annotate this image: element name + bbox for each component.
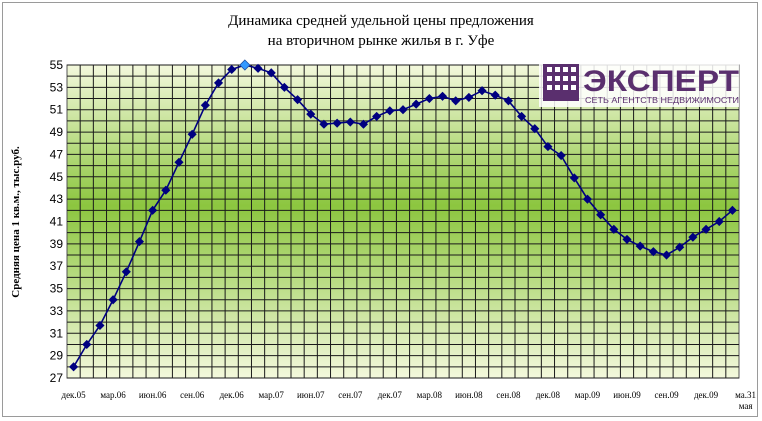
data-point [451,96,461,106]
y-tick-label: 33 [50,304,64,318]
y-tick-label: 35 [50,282,64,296]
data-point [279,82,289,92]
y-axis-ticks: 27 29 31 33 35 37 39 41 43 45 47 49 51 53 55 [50,58,64,385]
x-tick-label: ма.31 [735,390,756,400]
x-tick-label: мар.08 [417,390,443,400]
data-point [358,119,369,129]
data-point-highlighted [239,59,251,71]
data-point [108,295,118,305]
y-tick-label: 43 [50,192,64,206]
y-tick-label: 29 [50,349,64,363]
logo-building-icon [543,64,579,101]
x-tick-label: дек.09 [694,390,719,400]
y-tick-label: 37 [50,259,64,273]
x-tick-label: мар.06 [100,390,126,400]
gridlines [67,64,739,379]
data-point [332,118,342,128]
x-tick-label: дек.05 [61,390,86,400]
data-point [161,185,171,195]
data-point [582,194,593,204]
data-point [82,339,92,350]
x-tick-label: дек.07 [378,390,403,400]
x-axis-ticks: дек.05 мар.06 июн.06 сен.06 дек.06 мар.07 июн.… [61,390,756,411]
x-tick-label: мар.07 [259,390,285,400]
data-point [675,242,685,252]
data-point [490,90,500,100]
y-tick-label: 53 [50,80,64,94]
logo-tagline: СЕТЬ АГЕНТСТВ НЕДВИЖИМОСТИ [585,95,739,105]
data-point [556,150,566,161]
data-point [134,237,145,247]
data-point [437,91,448,101]
y-axis-label: Средняя цена 1 кв.м., тыс.руб. [10,146,22,298]
data-point [187,129,197,139]
data-point [174,157,184,167]
x-tick-label: мар.09 [575,390,601,400]
logo-word: ЭКСПЕРТ [583,65,739,98]
chart-frame: Динамика средней удельной цены предложен… [2,2,758,417]
data-point [69,362,79,372]
x-tick-label: сен.08 [496,390,521,400]
data-point [648,247,658,257]
y-tick-label: 51 [50,103,64,117]
data-point [121,267,131,277]
data-point [213,78,224,88]
x-tick-label: июн.06 [139,390,167,400]
data-point [517,111,527,121]
data-point [530,124,540,134]
data-point [345,117,355,127]
data-point [596,210,606,220]
data-point [543,142,553,152]
y-tick-label: 27 [50,371,64,385]
data-point [372,111,382,121]
data-point [319,119,329,129]
x-tick-label: сен.07 [338,390,363,400]
data-point [148,205,158,215]
price-dynamics-chart: Динамика средней удельной цены предложен… [10,13,756,411]
data-point [569,173,579,183]
data-point [227,64,237,75]
data-point [385,106,395,116]
x-tick-label: июн.09 [613,390,641,400]
y-tick-label: 55 [50,58,64,72]
y-tick-label: 49 [50,125,64,139]
y-tick-label: 31 [50,326,64,340]
data-point [464,92,474,102]
chart-title-line-2: на вторичном рынке жилья в г. Уфе [268,33,495,49]
x-tick-label: июн.08 [455,390,483,400]
data-point [635,241,645,251]
x-tick-label: дек.08 [536,390,561,400]
data-point [293,95,303,105]
x-tick-label-line-2: мая [739,401,753,411]
y-tick-label: 47 [50,147,64,161]
data-point [266,68,276,78]
data-point [95,320,105,331]
data-point [424,93,434,104]
data-point [622,234,632,244]
data-point [701,224,711,234]
data-point [477,86,487,96]
data-point [503,96,513,106]
data-point [200,100,210,110]
data-point [411,99,421,109]
x-tick-label: июн.07 [297,390,325,400]
data-point [688,232,698,242]
data-point [306,109,316,119]
x-tick-label: сен.06 [180,390,205,400]
data-point [727,205,737,215]
y-tick-label: 41 [50,215,64,229]
data-point [398,105,408,115]
series-layer [69,59,737,372]
data-point [714,216,724,227]
data-point [609,224,619,234]
y-tick-label: 39 [50,237,64,251]
x-tick-label: сен.09 [654,390,679,400]
x-tick-label: дек.06 [220,390,245,400]
data-point [253,63,263,73]
y-tick-label: 45 [50,170,64,184]
data-point [661,250,672,260]
chart-title-line-1: Динамика средней удельной цены предложен… [228,13,534,29]
expert-logo: ЭКСПЕРТ СЕТЬ АГЕНТСТВ НЕДВИЖИМОСТИ [539,59,739,107]
